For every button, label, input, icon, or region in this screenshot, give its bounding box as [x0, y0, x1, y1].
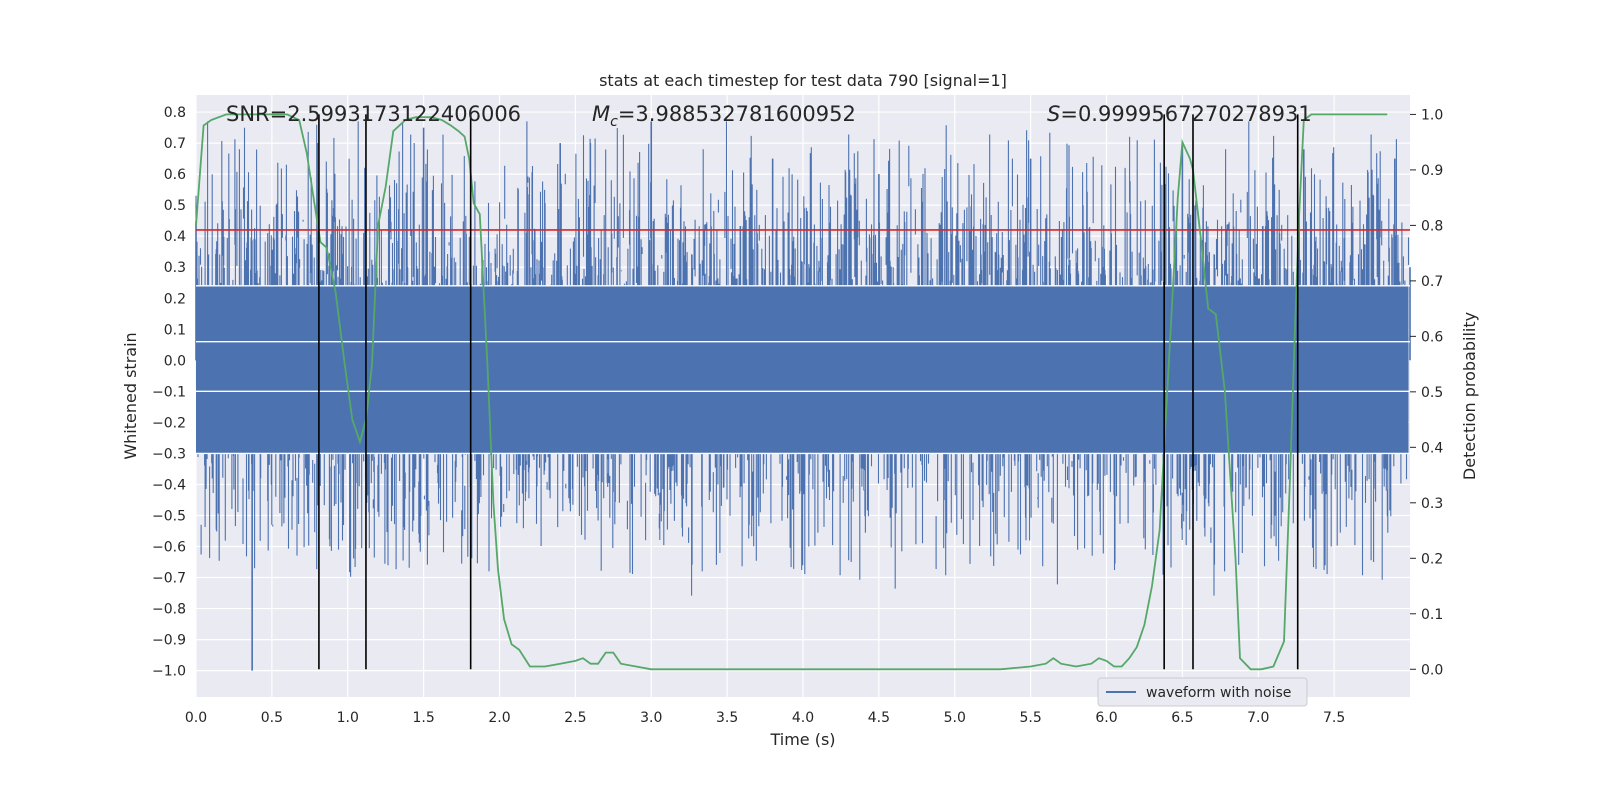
left-y-axis-label: Whitened strain: [121, 332, 140, 459]
x-tick-label: 3.0: [640, 710, 662, 726]
vertical-marker-lines: [318, 114, 1299, 670]
left-y-tick-label: 0.5: [164, 198, 186, 214]
right-y-tick-label: 0.5: [1421, 385, 1443, 401]
x-tick-label: 7.5: [1323, 710, 1345, 726]
legend: waveform with noise: [1097, 677, 1308, 707]
left-y-tick-label: −0.6: [152, 540, 186, 556]
right-y-tick-label: 0.7: [1421, 274, 1443, 290]
x-tick-label: 1.5: [412, 710, 434, 726]
right-y-tick-label: 0.9: [1421, 163, 1443, 179]
x-tick-label: 5.0: [944, 710, 966, 726]
x-tick-label: 5.5: [1019, 710, 1041, 726]
right-y-tick-label: 0.1: [1421, 607, 1443, 623]
x-tick-label: 7.0: [1247, 710, 1269, 726]
chart-title: stats at each timestep for test data 790…: [599, 71, 1007, 90]
left-y-tick-label: 0.1: [164, 322, 186, 338]
left-y-tick-label: −0.9: [152, 633, 186, 649]
x-tick-label: 3.5: [716, 710, 738, 726]
left-y-axis-ticks: −1.0 −0.9 −0.8 −0.7 −0.6 −0.5 −0.4 −0.3 −0.2 −0.1…: [152, 105, 186, 680]
x-tick-label: 4.0: [792, 710, 814, 726]
left-y-tick-label: 0.6: [164, 167, 186, 183]
chirp-mass-value: =3.988532781600952: [618, 102, 856, 126]
left-y-tick-label: −0.5: [152, 508, 186, 524]
right-y-axis-ticks: 0.0 0.1 0.2 0.3 0.4 0.5 0.6 0.7 0.8 0.9 1.0: [1410, 107, 1443, 678]
x-tick-label: 4.5: [868, 710, 890, 726]
x-axis-label: Time (s): [769, 730, 835, 749]
chirp-mass-subscript: c: [610, 114, 618, 130]
left-y-tick-label: −0.7: [152, 571, 186, 587]
x-axis-ticks: 0.0 0.5 1.0 1.5 2.0 2.5 3.0 3.5 4.0 4.5 5.0 5.5 6.0 6…: [185, 710, 1345, 726]
x-tick-label: 6.5: [1171, 710, 1193, 726]
waveform-series: [195, 121, 1411, 671]
score-value: =0.9999567270278931: [1060, 102, 1311, 126]
left-y-tick-label: −0.8: [152, 602, 186, 618]
score-annotation: S=0.9999567270278931: [1047, 102, 1312, 126]
x-tick-label: 0.0: [185, 710, 207, 726]
left-y-tick-label: 0.0: [164, 353, 186, 369]
left-y-tick-label: 0.7: [164, 136, 186, 152]
left-y-tick-label: 0.8: [164, 105, 186, 121]
snr-annotation: SNR=2.5993173122406006: [226, 102, 521, 126]
x-tick-label: 2.0: [488, 710, 510, 726]
left-y-tick-label: −0.1: [152, 384, 186, 400]
x-tick-label: 1.0: [337, 710, 359, 726]
right-y-axis-label: Detection probability: [1460, 312, 1479, 480]
left-y-tick-label: 0.2: [164, 291, 186, 307]
left-y-tick-label: −0.4: [152, 477, 186, 493]
x-tick-label: 0.5: [261, 710, 283, 726]
left-y-tick-label: −1.0: [152, 664, 186, 680]
x-tick-label: 6.0: [1095, 710, 1117, 726]
right-y-tick-label: 1.0: [1421, 107, 1443, 123]
right-y-tick-label: 0.6: [1421, 329, 1443, 345]
left-y-tick-label: 0.3: [164, 260, 186, 276]
left-y-tick-label: −0.3: [152, 446, 186, 462]
right-y-tick-label: 0.8: [1421, 218, 1443, 234]
chirp-mass-annotation: Mc=3.988532781600952: [592, 102, 856, 130]
legend-entry: waveform with noise: [1146, 685, 1291, 701]
right-y-tick-label: 0.4: [1421, 440, 1443, 456]
right-y-tick-label: 0.0: [1421, 662, 1443, 678]
chirp-mass-symbol: M: [592, 102, 610, 126]
detection-probability-line: [195, 113, 1388, 671]
right-y-tick-label: 0.2: [1421, 551, 1443, 567]
right-y-tick-label: 0.3: [1421, 496, 1443, 512]
waveform-dense-band: [196, 285, 1409, 454]
left-y-tick-label: −0.2: [152, 415, 186, 431]
x-tick-label: 2.5: [564, 710, 586, 726]
left-y-tick-label: 0.4: [164, 229, 186, 245]
score-symbol: S: [1047, 102, 1060, 126]
legend-box: [1097, 677, 1308, 707]
